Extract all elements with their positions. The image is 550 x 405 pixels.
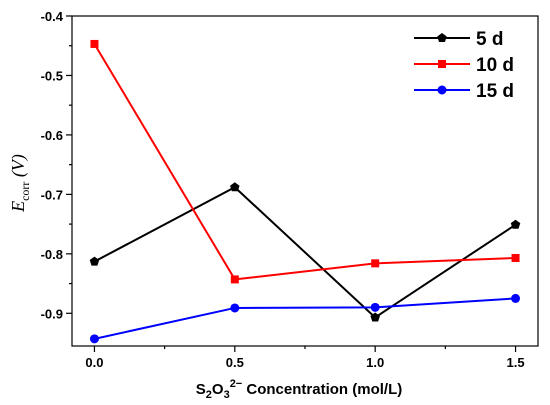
x-axis-title-o: O	[212, 381, 224, 398]
data-point-5d	[510, 219, 521, 229]
series-line-5d	[93, 186, 517, 319]
data-point-15d	[230, 303, 240, 313]
series-line-10d	[93, 43, 516, 281]
data-point-15d	[511, 293, 521, 303]
x-tick-label: 1.5	[507, 355, 525, 370]
y-tick-label: -0.8	[41, 247, 63, 262]
plot-frame	[71, 15, 539, 347]
y-tick-label: -0.7	[41, 187, 63, 202]
data-point-10d	[230, 275, 239, 284]
data-point-5d	[230, 182, 240, 192]
y-axis-title-unit: (V)	[8, 154, 29, 181]
x-axis-title-rest: Concentration (mol/L)	[242, 381, 402, 398]
series-line-15d	[94, 297, 516, 340]
x-tick-label: 0.5	[226, 355, 244, 370]
data-point-5d	[370, 312, 380, 322]
y-tick-label: -0.6	[41, 128, 63, 143]
data-point-5d	[89, 256, 100, 266]
y-axis-title: Ecorr (V)	[8, 154, 32, 213]
x-tick-label: 0.0	[85, 355, 103, 370]
series-layer	[89, 39, 521, 344]
legend: 5 d 10 d 15 d	[414, 29, 514, 102]
data-point-15d	[370, 302, 380, 312]
y-tick-label: -0.9	[41, 306, 63, 321]
legend-label-15d: 15 d	[476, 81, 514, 102]
data-point-10d	[90, 39, 99, 48]
y-axis-title-sub: corr	[18, 182, 32, 201]
y-tick-label: -0.4	[41, 9, 64, 24]
data-point-15d	[89, 334, 99, 344]
x-axis-title-sup: 2−	[230, 378, 243, 390]
legend-label-10d: 10 d	[476, 55, 514, 76]
x-axis-title-s: S	[196, 381, 206, 398]
y-axis-title-main: E	[8, 201, 28, 213]
x-ticks: 0.0 0.5 1.0 1.5	[85, 346, 525, 370]
legend-marker-5d	[437, 33, 447, 43]
legend-marker-15d	[437, 85, 447, 95]
y-ticks: -0.9 -0.8 -0.7 -0.6 -0.5 -0.4	[41, 9, 72, 321]
x-axis-title-sub1: 2	[206, 389, 212, 401]
x-tick-label: 1.0	[366, 355, 384, 370]
x-axis-title-sub2: 3	[224, 389, 230, 401]
x-axis-title: S2O32− Concentration (mol/L)	[196, 378, 402, 401]
legend-marker-10d	[438, 60, 446, 68]
legend-label-5d: 5 d	[476, 29, 503, 50]
data-point-10d	[371, 259, 380, 268]
data-point-10d	[511, 254, 520, 262]
y-tick-label: -0.5	[41, 68, 63, 83]
